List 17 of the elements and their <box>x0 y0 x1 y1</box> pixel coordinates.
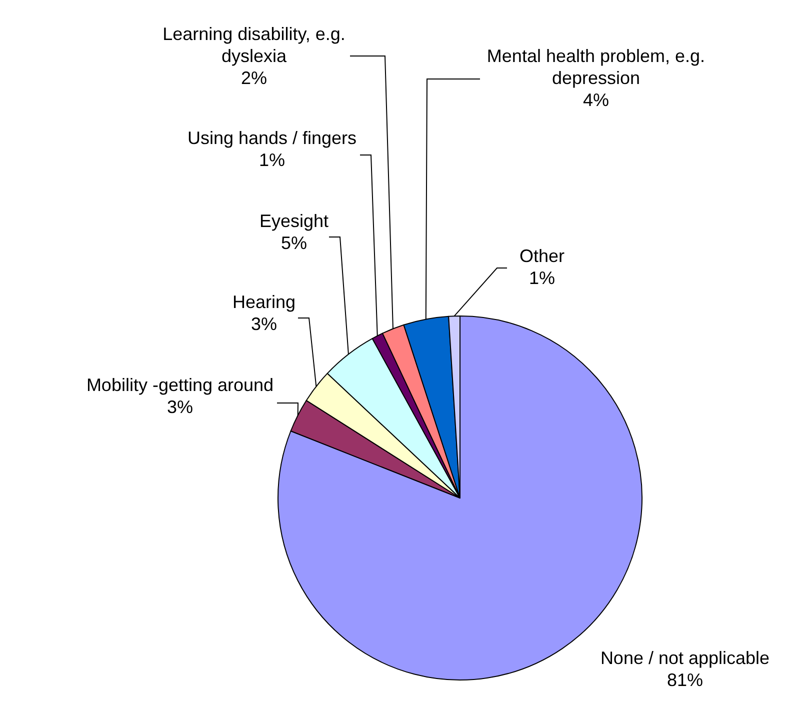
slice-label: Eyesight <box>259 211 329 231</box>
slice-label: Hearing <box>232 292 296 312</box>
pie-slice <box>278 316 642 680</box>
slice-label: Mobility -getting around <box>86 375 274 395</box>
slice-label: Learning disability, e.g. dyslexia <box>162 24 346 66</box>
data-label: 2% <box>240 68 268 88</box>
data-label: 1% <box>528 268 556 288</box>
slice-label: None / not applicable <box>600 648 770 668</box>
data-label: 4% <box>582 90 610 110</box>
data-label: 1% <box>258 150 286 170</box>
data-label: 81% <box>666 670 704 690</box>
slice-label: Mental health problem, e.g. depression <box>486 46 706 88</box>
data-label: 3% <box>166 397 194 417</box>
data-label: 5% <box>280 233 308 253</box>
data-label: 3% <box>250 314 278 334</box>
slice-label: Other <box>519 246 565 266</box>
slice-label: Using hands / fingers <box>187 128 357 148</box>
